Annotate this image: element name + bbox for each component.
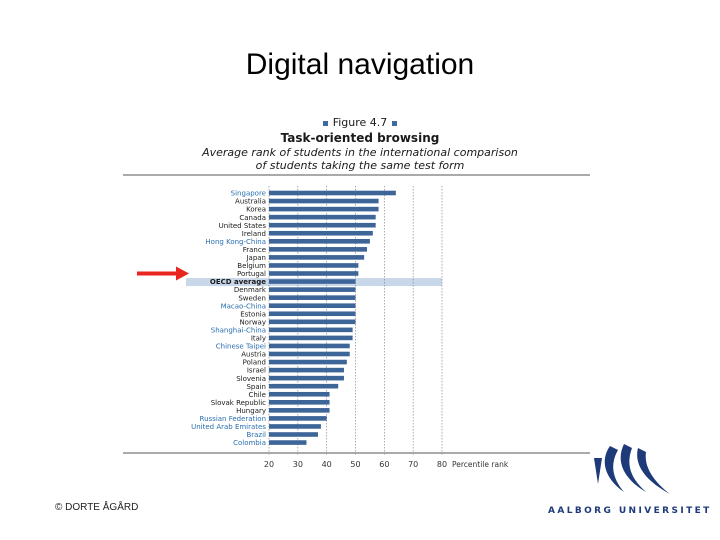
category-label: Israel [247, 367, 266, 375]
category-label: Poland [243, 359, 266, 367]
category-label: Hong Kong-China [205, 238, 266, 246]
category-label: Russian Federation [200, 415, 266, 423]
category-label: Singapore [231, 190, 266, 198]
bar [269, 416, 327, 421]
category-label: Spain [246, 383, 266, 391]
bar [269, 214, 376, 220]
category-label: Ireland [242, 230, 266, 238]
category-label: Shanghai-China [211, 326, 266, 334]
bar [269, 222, 376, 228]
bar [269, 367, 344, 373]
x-tick-label: 50 [350, 460, 360, 469]
x-tick-label: 30 [293, 460, 303, 469]
category-label: Chile [248, 391, 266, 399]
bar [269, 206, 379, 212]
category-label: Denmark [234, 286, 267, 294]
category-label: Italy [251, 335, 266, 343]
bar [269, 190, 396, 196]
figure-subtitle-line2: of students taking the same test form [255, 159, 465, 172]
bar [269, 351, 350, 357]
bar [269, 303, 356, 308]
figure-number: Figure 4.7 [190, 116, 530, 129]
red-arrow-icon [137, 266, 189, 281]
category-label: Chinese Taipei [216, 343, 266, 351]
bar [269, 255, 365, 260]
category-label: United States [219, 222, 267, 230]
category-label: Slovenia [236, 375, 266, 383]
bar [269, 408, 330, 413]
x-tick-label: 70 [408, 460, 418, 469]
category-label: Sweden [238, 294, 266, 302]
bar [269, 319, 356, 325]
category-label: Slovak Republic [211, 399, 266, 407]
bar [269, 271, 359, 276]
bar [269, 327, 353, 333]
slide-title: Digital navigation [245, 48, 475, 81]
category-label: Canada [239, 214, 266, 222]
bar [269, 375, 344, 381]
bar [269, 359, 347, 365]
x-tick-label: 20 [264, 460, 274, 469]
aalborg-logo-icon [594, 444, 670, 494]
x-tick-label: 60 [379, 460, 389, 469]
bar [269, 343, 350, 349]
category-label: Macao-China [221, 302, 266, 310]
bar [269, 400, 330, 405]
figure-number-text: Figure 4.7 [332, 116, 388, 129]
category-label: Korea [246, 206, 266, 214]
square-bullet-icon [392, 120, 398, 126]
bar [269, 424, 321, 429]
bar [269, 230, 373, 236]
category-label: Colombia [233, 439, 266, 447]
category-label: Estonia [240, 310, 266, 318]
bar [269, 295, 356, 300]
category-label: United Arab Emirates [191, 423, 266, 431]
university-name: AALBORG UNIVERSITET [548, 506, 712, 516]
bar [269, 239, 370, 244]
bar [269, 311, 356, 317]
bar [269, 287, 356, 292]
category-label: France [243, 246, 266, 254]
bar [269, 198, 379, 204]
category-label: Hungary [236, 407, 266, 415]
bar [269, 279, 356, 284]
category-label: OECD average [210, 278, 266, 286]
figure-title: Task-oriented browsing [280, 131, 440, 145]
bar [269, 432, 319, 437]
figure-subtitle-line1: Average rank of students in the internat… [202, 146, 518, 159]
category-label: Belgium [237, 262, 266, 270]
bar [269, 440, 307, 445]
figure-subtitle: Average rank of students in the internat… [190, 146, 530, 172]
x-tick-label: 40 [322, 460, 332, 469]
bar [269, 383, 339, 389]
bar [269, 391, 330, 397]
square-bullet-icon [322, 120, 328, 126]
category-label: Portugal [237, 270, 266, 278]
x-tick-label: 80 [437, 460, 447, 469]
category-label: Brazil [246, 431, 266, 439]
category-label: Norway [239, 318, 266, 326]
category-label: Japan [245, 254, 266, 262]
category-label: Australia [235, 198, 266, 206]
copyright-text: © DORTE ÅGÅRD [55, 502, 139, 513]
category-label: Austria [241, 351, 266, 359]
bar [269, 263, 359, 268]
bar [269, 247, 368, 252]
x-axis-label: Percentile rank [452, 460, 509, 469]
bar [269, 335, 353, 341]
